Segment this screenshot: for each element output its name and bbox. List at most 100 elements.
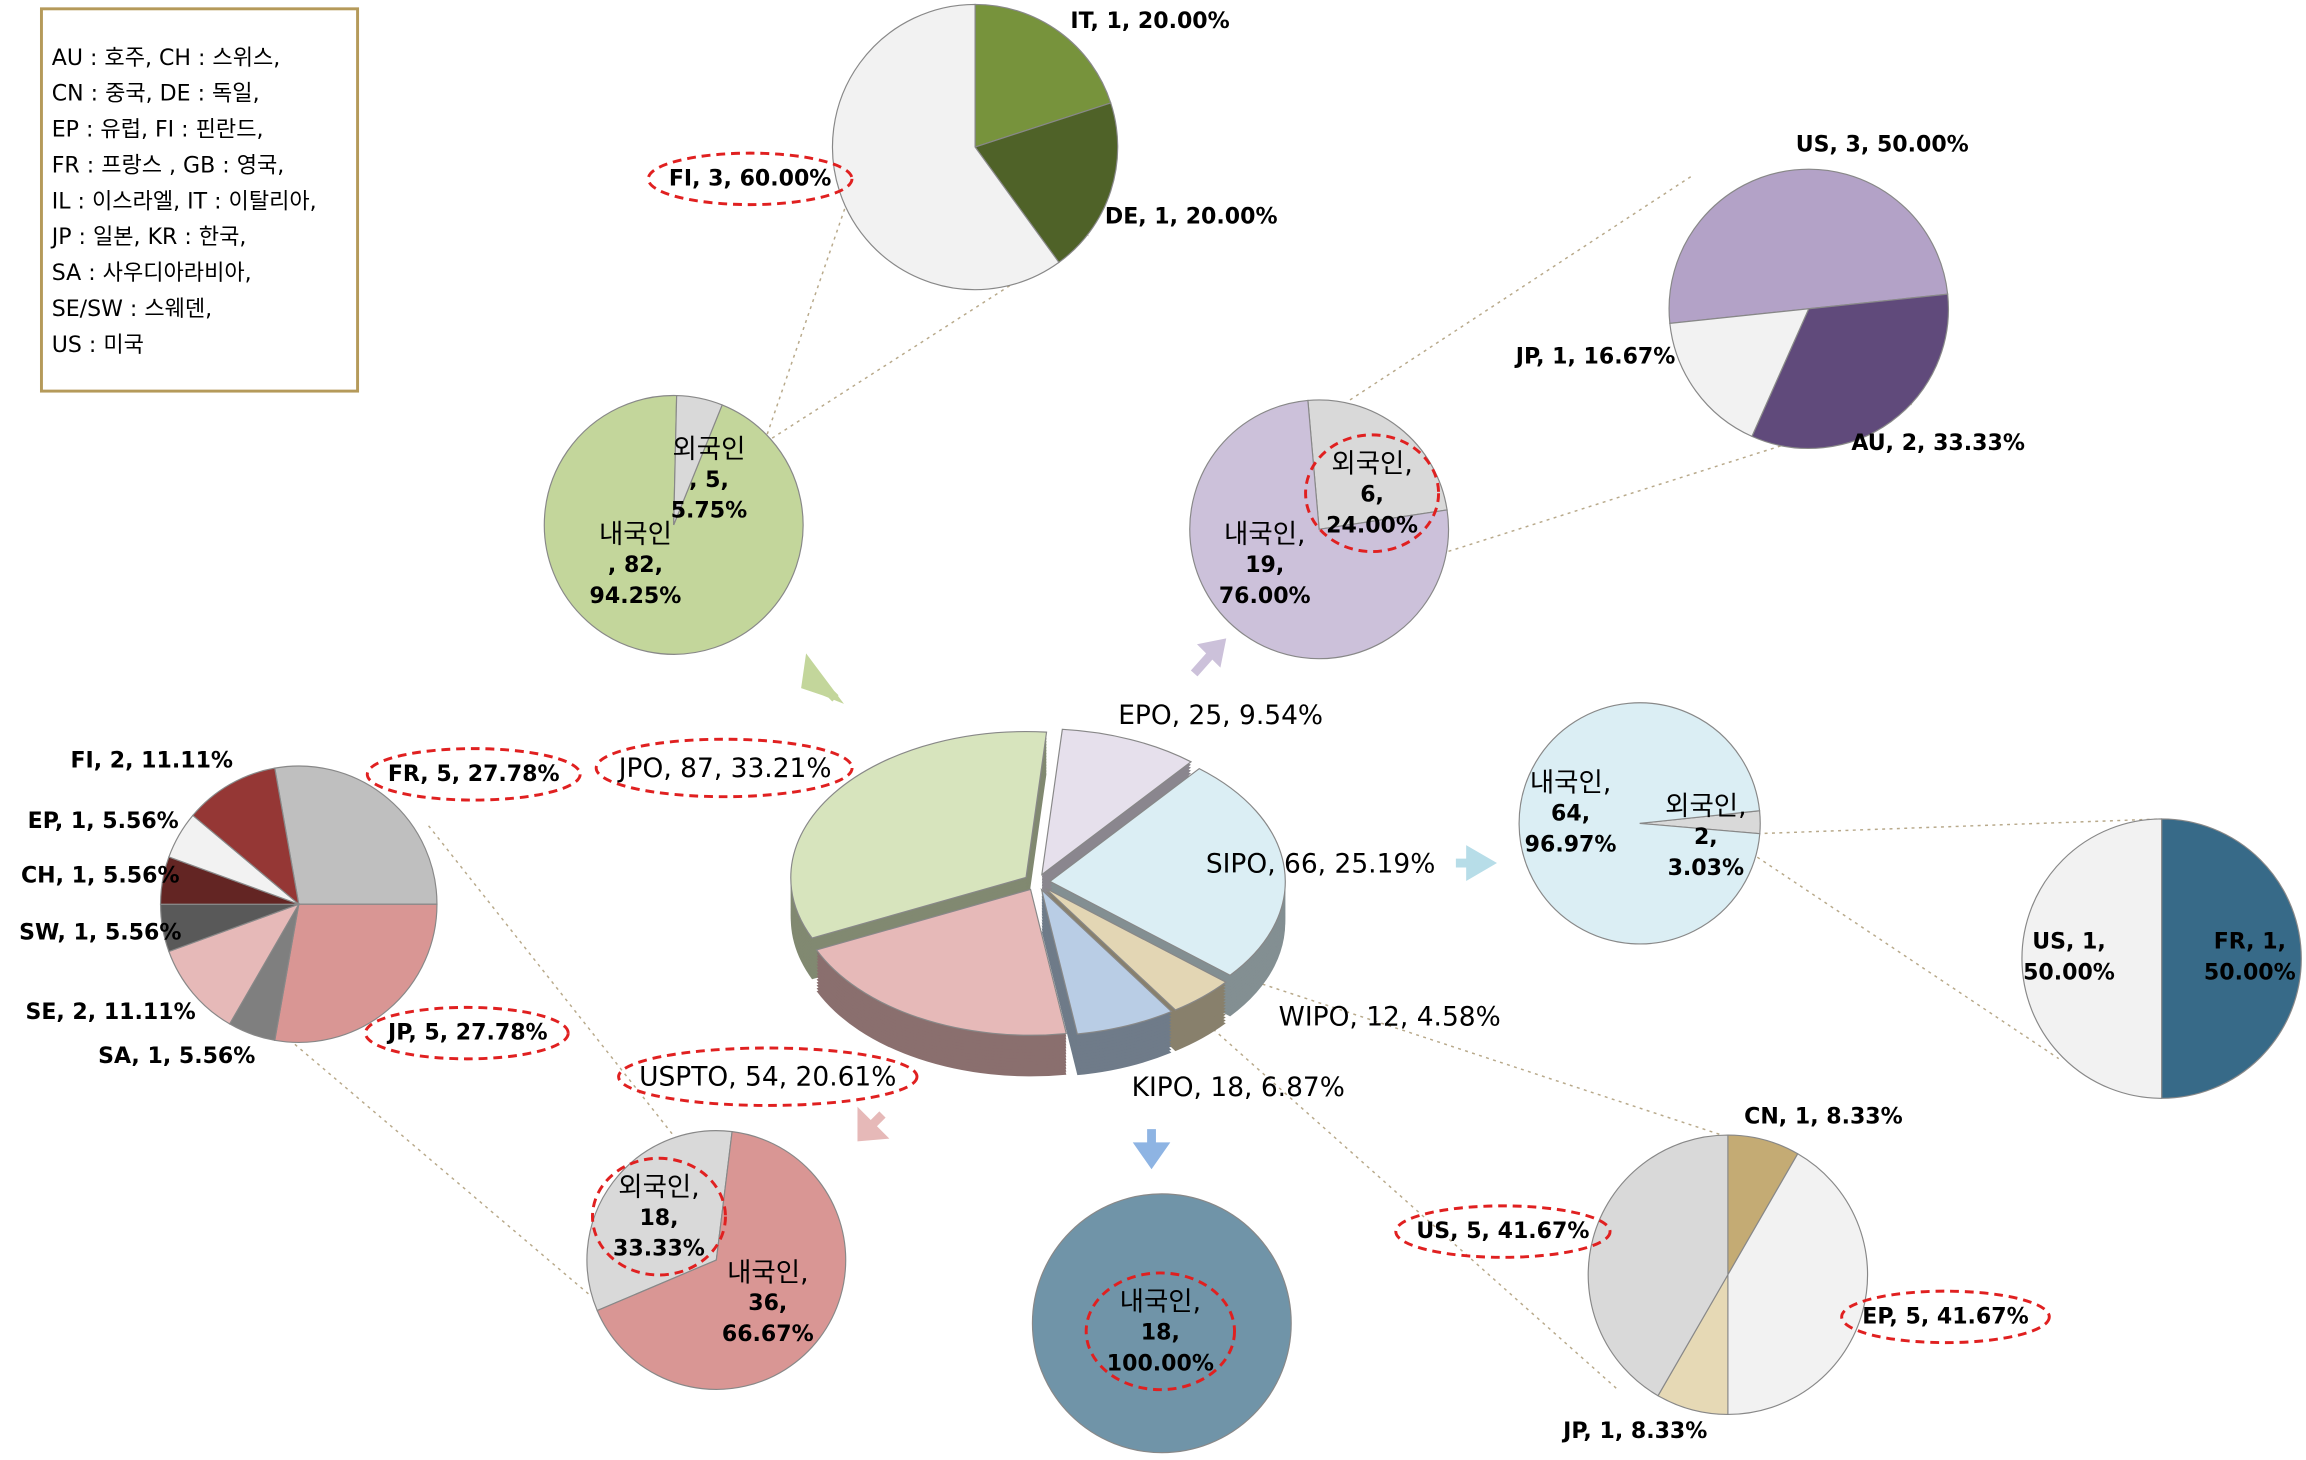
value-label: US, 1, 50.00% <box>2023 929 2115 985</box>
label-line: FR, 1, <box>2214 929 2286 954</box>
value-label: WIPO, 12, 4.58% <box>1279 1001 1501 1032</box>
slice <box>1048 767 1286 976</box>
label-line: US, 1, <box>2032 929 2106 954</box>
value-label: SW, 1, 5.56% <box>19 921 181 946</box>
label-line: CN, 1, 8.33% <box>1744 1104 1903 1129</box>
label-line: 100.00% <box>1107 1351 1214 1376</box>
label-line: 외국인, <box>1665 791 1746 822</box>
label-line: 66.67% <box>722 1322 814 1347</box>
label-line: 18, <box>1141 1321 1180 1346</box>
slice <box>1031 1193 1292 1454</box>
slice <box>815 888 1068 1036</box>
label-line: 18, <box>639 1206 678 1231</box>
slice <box>2021 818 2163 1099</box>
value-label: US, 3, 50.00% <box>1796 133 1969 158</box>
highlight-ring <box>1304 433 1441 554</box>
value-label: FR, 1, 50.00% <box>2204 929 2296 985</box>
label-line: 19, <box>1245 553 1284 578</box>
slice <box>274 903 438 1043</box>
label-line: US, 5, 41.67% <box>1416 1219 1589 1244</box>
label-line: US, 3, 50.00% <box>1796 133 1969 158</box>
slice <box>673 394 723 526</box>
label-line: 2, <box>1694 825 1718 850</box>
label-line: KIPO, 18, 6.87% <box>1132 1072 1345 1103</box>
slice <box>1668 168 1949 325</box>
highlight-ring <box>646 151 854 207</box>
label-line: , 5, <box>689 468 729 493</box>
slice <box>790 731 1048 939</box>
label-line: 96.97% <box>1525 832 1617 857</box>
highlight-ring <box>617 1046 919 1107</box>
pies <box>159 3 2302 1454</box>
label-line: JP, 5, 27.78% <box>386 1021 548 1046</box>
value-label: JP, 1, 16.67% <box>1514 344 1676 369</box>
slice <box>1041 728 1193 876</box>
slice <box>1518 702 1761 945</box>
label-line: 50.00% <box>2023 960 2115 985</box>
slice <box>1189 399 1450 660</box>
value-label: CH, 1, 5.56% <box>21 863 180 888</box>
label-line: FI, 2, 11.11% <box>70 749 233 774</box>
slice <box>274 765 438 905</box>
note-line: SE/SW : 스웨덴, <box>52 297 212 322</box>
label-line: JPO, 87, 33.21% <box>617 752 832 783</box>
note-line: IL : 이스라엘, IT : 이탈리아, <box>52 189 317 214</box>
value-label: US, 5, 41.67% <box>1416 1219 1589 1244</box>
label-line: EP, 1, 5.56% <box>28 809 179 834</box>
note-line: FR : 프랑스 , GB : 영국, <box>52 153 285 178</box>
label-line: SE, 2, 11.11% <box>25 1000 195 1025</box>
slice <box>974 102 1119 264</box>
value-label: 내국인, 36, 66.67% <box>722 1257 814 1347</box>
value-label: SIPO, 66, 25.19% <box>1206 848 1436 879</box>
label-line: IT, 1, 20.00% <box>1070 9 1229 34</box>
value-label: 내국인 , 82, 94.25% <box>590 519 682 609</box>
value-label: 외국인 , 5, 5.75% <box>671 433 748 523</box>
slice <box>596 1130 847 1391</box>
label-line: 36, <box>748 1291 787 1316</box>
label-line: DE, 1, 20.00% <box>1105 205 1278 230</box>
label-line: 5.75% <box>671 499 748 524</box>
note-line: US : 미국 <box>52 333 144 358</box>
slice <box>1045 887 1227 1011</box>
highlight-ring <box>1840 1289 2051 1345</box>
arrows <box>801 638 1497 1170</box>
label-line: SW, 1, 5.56% <box>19 921 181 946</box>
note-line: CN : 중국, DE : 독일, <box>52 82 260 107</box>
label-line: 6, <box>1360 482 1384 507</box>
value-label: KIPO, 18, 6.87% <box>1132 1072 1345 1103</box>
label-line: SIPO, 66, 25.19% <box>1206 848 1436 879</box>
value-label: DE, 1, 20.00% <box>1105 205 1278 230</box>
label-line: WIPO, 12, 4.58% <box>1279 1001 1501 1032</box>
slice <box>1669 308 1810 438</box>
label-line: EP, 5, 41.67% <box>1862 1304 2028 1329</box>
value-label: AU, 2, 33.33% <box>1851 431 2025 456</box>
highlight-ring <box>1394 1204 1612 1259</box>
label-line: EPO, 25, 9.54% <box>1118 700 1323 731</box>
note-line: EP : 유럽, FI : 핀란드, <box>52 118 264 143</box>
slice <box>974 3 1112 148</box>
label-line: USPTO, 54, 20.61% <box>639 1061 896 1092</box>
value-label: 외국인, 18, 33.33% <box>613 1171 705 1261</box>
value-label: IT, 1, 20.00% <box>1070 9 1229 34</box>
slice <box>1751 293 1949 450</box>
highlight-ring <box>365 747 582 802</box>
label-line: 33.33% <box>613 1237 705 1262</box>
label-line: 94.25% <box>590 584 682 609</box>
value-label: FI, 3, 60.00% <box>669 166 832 191</box>
label-line: 76.00% <box>1219 584 1311 609</box>
slice <box>1587 1134 1729 1397</box>
value-label: 외국인, 6, 24.00% <box>1326 448 1418 538</box>
note-box <box>39 7 360 393</box>
slice <box>168 903 301 1025</box>
note-line: SA : 사우디아라비아, <box>52 261 252 286</box>
label-line: 50.00% <box>2204 960 2296 985</box>
note: AU : 호주, CH : 스위스, CN : 중국, DE : 독일, EP : … <box>50 46 317 358</box>
slice <box>1040 888 1173 1035</box>
slice <box>192 767 300 906</box>
slice <box>1727 1152 1869 1416</box>
label-line: SA, 1, 5.56% <box>98 1044 255 1069</box>
label-line: 3.03% <box>1668 856 1745 881</box>
note-line: AU : 호주, CH : 스위스, <box>52 46 281 71</box>
value-label: 내국인, 19, 76.00% <box>1219 519 1311 609</box>
value-label: JPO, 87, 33.21% <box>617 752 832 783</box>
